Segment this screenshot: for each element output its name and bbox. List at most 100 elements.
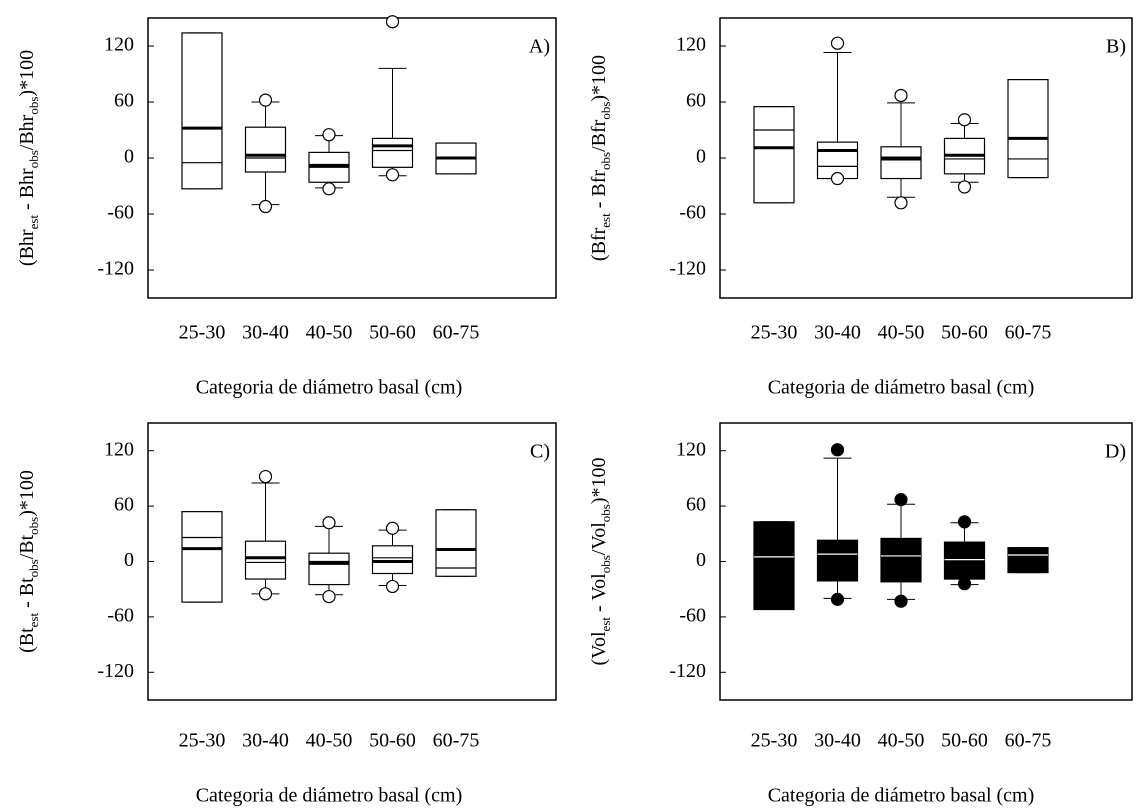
box: [880, 537, 922, 583]
x-tick-label: 60-75: [433, 730, 480, 752]
y-axis-label-part: - Bfr: [588, 170, 610, 214]
x-tick-label: 25-30: [751, 730, 798, 752]
box: [181, 511, 223, 603]
y-tick-label: 0: [696, 146, 706, 168]
y-axis-label-part: obs: [26, 559, 41, 577]
box: [371, 137, 414, 168]
y-tick-label: 0: [696, 549, 706, 571]
y-axis-label-part: - Bhr: [16, 168, 38, 215]
outlier: [258, 199, 273, 214]
x-tick-label: 60-75: [1005, 322, 1052, 344]
y-axis-label-part: /Bt: [16, 534, 38, 559]
outlier: [957, 577, 972, 591]
box: [308, 552, 350, 586]
x-tick-label: 60-75: [433, 322, 480, 344]
box: [753, 521, 795, 611]
outlier: [830, 36, 845, 50]
x-tick-label: 50-60: [369, 322, 416, 344]
outlier: [322, 516, 336, 530]
x-tick-label: 30-40: [814, 730, 861, 752]
outlier: [957, 180, 972, 194]
box: [371, 545, 414, 575]
x-axis-label: Categoria de diámetro basal (cm): [196, 377, 463, 399]
y-axis-label-part: /Bfr: [588, 119, 610, 152]
y-axis-label-part: obs: [26, 97, 41, 115]
panel-label: B): [1106, 36, 1126, 58]
outlier: [258, 469, 273, 484]
outlier: [385, 15, 400, 29]
x-tick-label: 60-75: [1005, 730, 1052, 752]
x-tick-label: 25-30: [179, 730, 226, 752]
y-axis-label-part: obs: [598, 152, 613, 170]
y-axis-label-part: /Bhr: [16, 114, 38, 150]
outlier: [957, 113, 972, 127]
x-tick-label: 40-50: [878, 730, 925, 752]
y-tick-label: -120: [669, 258, 706, 280]
outlier: [322, 589, 336, 604]
box: [1007, 547, 1049, 574]
outlier: [894, 196, 908, 210]
outlier: [385, 521, 400, 535]
y-tick-label: 60: [686, 494, 706, 516]
x-tick-label: 25-30: [751, 322, 798, 344]
y-tick-label: -60: [107, 604, 134, 626]
y-tick-label: 0: [124, 146, 134, 168]
y-tick-label: 0: [124, 549, 134, 571]
outlier: [830, 171, 845, 186]
panel-label: C): [530, 441, 550, 463]
y-tick-label: 60: [686, 90, 706, 112]
box: [816, 539, 859, 582]
x-tick-label: 50-60: [941, 730, 988, 752]
y-axis-label-part: obs: [598, 555, 613, 573]
y-tick-label: 120: [104, 438, 134, 460]
box: [943, 541, 986, 580]
x-tick-label: 40-50: [306, 730, 353, 752]
box: [753, 106, 795, 204]
outlier: [894, 88, 908, 103]
y-axis-label-part: - Vol: [588, 573, 610, 617]
y-tick-label: -60: [679, 202, 706, 224]
outlier: [894, 594, 908, 608]
y-tick-label: 60: [114, 494, 134, 516]
box: [435, 509, 477, 577]
y-axis-label-part: obs: [26, 517, 41, 535]
outlier: [322, 128, 336, 142]
y-axis-label-part: - Bt: [16, 577, 38, 613]
y-tick-label: -60: [679, 604, 706, 626]
outlier: [957, 515, 972, 529]
box: [181, 32, 223, 190]
y-axis-label-part: (Bhr: [16, 229, 38, 266]
y-axis-label: (Volest - Volobs/Volobs)*100: [588, 457, 614, 665]
y-axis-label-part: )*100: [16, 470, 38, 517]
box: [880, 146, 922, 180]
outlier: [258, 587, 273, 601]
y-axis-label-part: )*100: [588, 457, 610, 504]
outlier: [322, 182, 336, 196]
y-tick-label: -120: [669, 660, 706, 682]
x-tick-label: 40-50: [306, 322, 353, 344]
y-axis-label-part: )*100: [16, 50, 38, 97]
y-axis-label-part: (Bt: [16, 627, 38, 653]
x-tick-label: 30-40: [814, 322, 861, 344]
outlier: [258, 93, 273, 107]
x-axis-label: Categoria de diámetro basal (cm): [768, 377, 1035, 399]
outlier: [830, 443, 845, 457]
y-tick-label: 120: [676, 34, 706, 56]
y-axis-label-part: obs: [26, 150, 41, 168]
y-axis-label-part: (Bfr: [588, 227, 610, 261]
y-tick-label: -120: [97, 258, 134, 280]
x-tick-label: 50-60: [941, 322, 988, 344]
y-axis-label-part: obs: [598, 504, 613, 522]
y-tick-label: -60: [107, 202, 134, 224]
y-axis-label-part: obs: [598, 102, 613, 120]
x-axis-label: Categoria de diámetro basal (cm): [768, 785, 1035, 807]
y-axis-label-part: est: [598, 213, 613, 228]
box: [1007, 78, 1049, 179]
y-axis-label-part: /Vol: [588, 522, 610, 555]
x-tick-label: 30-40: [242, 730, 289, 752]
y-tick-label: 120: [676, 438, 706, 460]
box: [244, 126, 287, 173]
x-tick-label: 30-40: [242, 322, 289, 344]
y-axis-label-part: est: [26, 215, 41, 230]
